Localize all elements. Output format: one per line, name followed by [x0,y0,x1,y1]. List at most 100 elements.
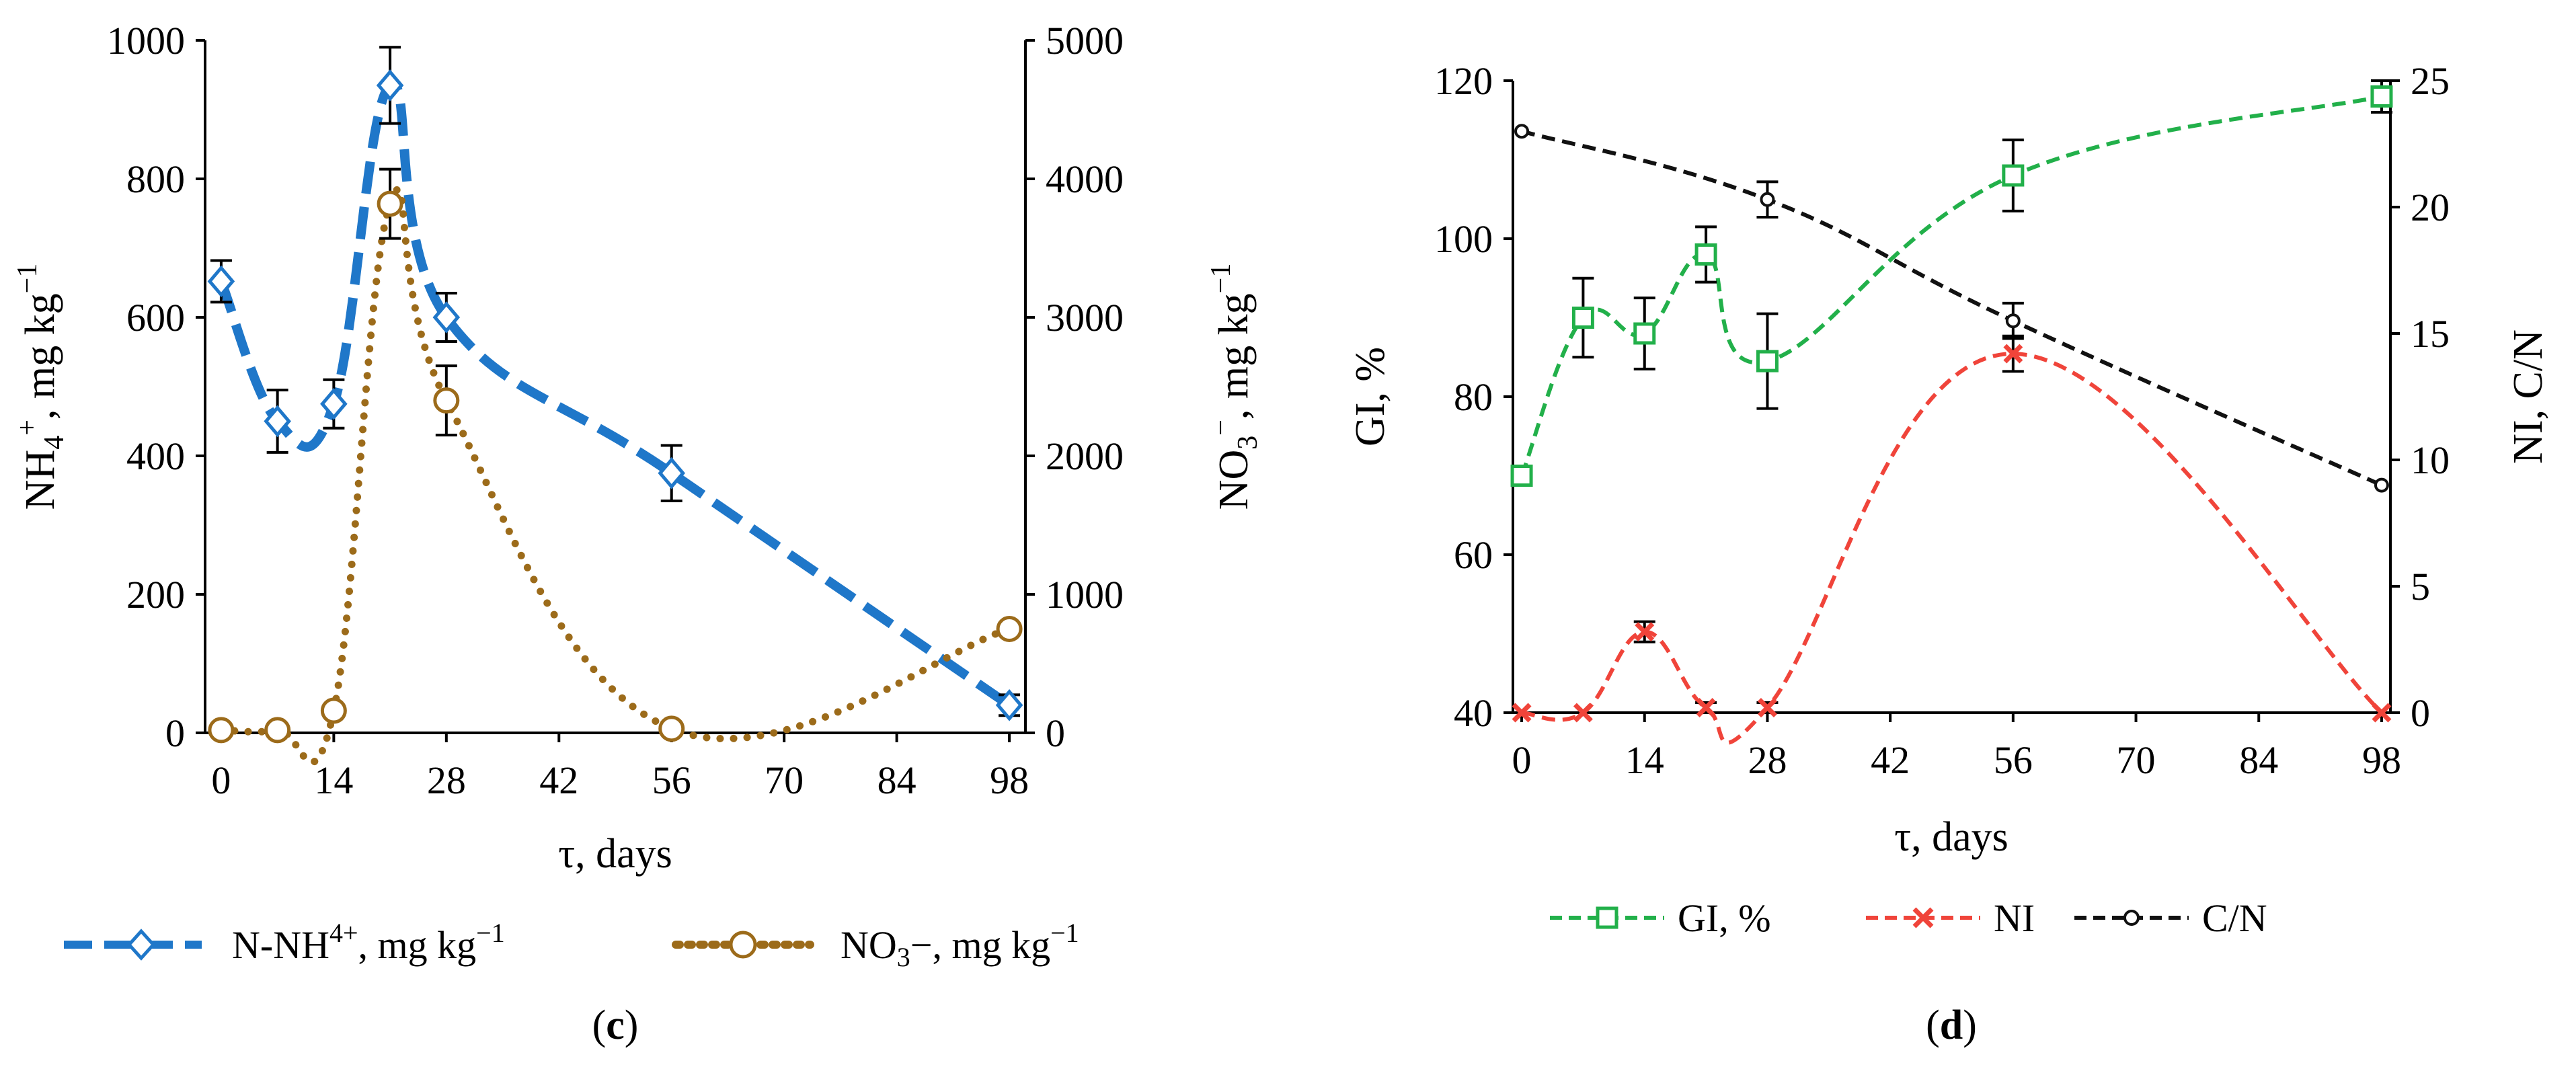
d-data-point [1573,703,1593,723]
d-x-tick-label: 14 [1625,738,1664,782]
d-left-ticks: 40 60 80 100 120 [1434,59,1513,735]
d-data-point [1635,622,1655,642]
c-data-point [432,301,461,333]
c-legend-nh4-label: N-NH4+, mg kg−1 [232,918,505,967]
d-series-line [1520,94,2382,477]
c-left-tick-label: 0 [165,711,185,755]
d-y-label-left: GI, % [1348,347,1393,446]
d-data-point [2003,344,2023,364]
d-x-tick-label: 70 [2117,738,2156,782]
d-data-point [1633,322,1656,345]
d-data-point [2002,164,2025,187]
c-left-tick-label: 600 [126,296,185,340]
d-data-point [2374,477,2389,493]
d-data-point [1514,124,1530,139]
d-right-tick-label: 25 [2411,59,2450,103]
c-panel-label: (c) [592,1002,639,1048]
d-data-point [1757,698,1777,717]
c-right-tick-label: 0 [1046,711,1065,755]
c-right-tick-label: 5000 [1046,19,1124,63]
c-data-point [320,387,348,420]
d-legend-ni-marker [1912,907,1934,929]
d-data-point [1571,307,1594,329]
c-right-ticks: 0 1000 2000 3000 4000 5000 [1025,19,1124,755]
d-left-tick-label: 40 [1454,691,1493,735]
c-x-tick-label: 70 [765,758,804,802]
d-data-point [1510,465,1533,487]
c-left-tick-label: 200 [126,573,185,617]
d-legend-cn-label: C/N [2202,896,2267,940]
d-legend-gi-marker [1596,906,1618,929]
d-right-ticks: 0 5 10 15 20 25 [2390,59,2450,735]
d-right-tick-label: 0 [2411,691,2430,735]
d-data-point-stroke [1573,703,1593,723]
c-left-tick-label: 1000 [107,19,185,63]
c-data-point [207,265,235,298]
d-x-tick-label: 42 [1871,738,1910,782]
d-series-line [1521,129,2383,487]
d-x-tick-label: 56 [1994,738,2033,782]
d-legend: GI, % NI C/N [1550,896,2267,940]
d-x-tick-label: 0 [1512,738,1532,782]
d-right-tick-label: 20 [2411,186,2450,229]
d-data-point-stroke [2003,344,2023,364]
d-data-point-stroke [1635,622,1655,642]
c-x-tick-label: 84 [877,758,916,802]
d-data-point-stroke [1696,698,1716,717]
c-data-point [996,616,1023,642]
c-x-tick-label: 98 [990,758,1029,802]
d-panel-label: (d) [1926,1002,1977,1048]
c-x-tick-label: 0 [211,758,231,802]
c-left-ticks: 0 200 400 600 800 1000 [107,19,205,755]
c-series-line [217,186,1013,766]
d-left-tick-label: 120 [1434,59,1493,103]
c-data-point [208,717,235,744]
d-data-point [1756,350,1779,372]
c-data-point [376,69,404,102]
d-legend-ni-label: NI [1994,896,2035,940]
c-series-line [217,79,1013,709]
d-x-ticks: 0 14 28 42 56 70 84 98 [1512,713,2401,782]
c-y-label-left: NH4+, mg kg−1 [12,264,70,510]
c-data-point [658,715,685,742]
c-data-point [377,190,403,217]
d-data-point-stroke [1757,698,1777,717]
d-data-point [1694,243,1717,266]
c-x-tick-label: 14 [314,758,353,802]
d-data-point [1760,192,1775,207]
d-series-line [1521,352,2384,745]
d-y-label-right: NI, C/N [2505,329,2551,464]
c-data-point [264,717,291,744]
c-x-tick-label: 42 [539,758,578,802]
c-x-tick-label: 28 [427,758,466,802]
d-data-point [2370,85,2393,108]
c-right-tick-label: 1000 [1046,573,1124,617]
d-x-tick-label: 98 [2362,738,2401,782]
d-data-point [2005,313,2021,329]
c-legend-no3-label: NO3−, mg kg−1 [841,918,1079,972]
c-legend: N-NH4+, mg kg−1 NO3−, mg kg−1 [64,918,1079,972]
d-right-tick-label: 5 [2411,565,2430,608]
c-legend-nh4-marker [126,929,156,961]
d-right-tick-label: 15 [2411,312,2450,356]
d-left-tick-label: 100 [1434,217,1493,261]
c-x-ticks: 0 14 28 42 56 70 84 98 [211,733,1029,802]
c-legend-no3-marker [729,931,757,959]
c-right-tick-label: 2000 [1046,434,1124,478]
d-x-tick-label: 84 [2239,738,2278,782]
c-y-label-right: NO3−, mg kg−1 [1206,264,1263,510]
d-x-tick-label: 28 [1748,738,1787,782]
d-legend-gi-label: GI, % [1678,896,1771,940]
c-data-point [995,688,1023,721]
d-left-tick-label: 60 [1454,533,1493,577]
d-left-tick-label: 80 [1454,375,1493,419]
c-data-point [320,697,347,724]
d-legend-cn-marker [2123,910,2140,926]
c-series [207,46,1023,766]
d-series [1510,79,2393,745]
c-data-point [433,387,460,414]
c-right-tick-label: 4000 [1046,157,1124,201]
d-x-label: τ, days [1894,814,2008,860]
d-data-point [1512,703,1532,723]
